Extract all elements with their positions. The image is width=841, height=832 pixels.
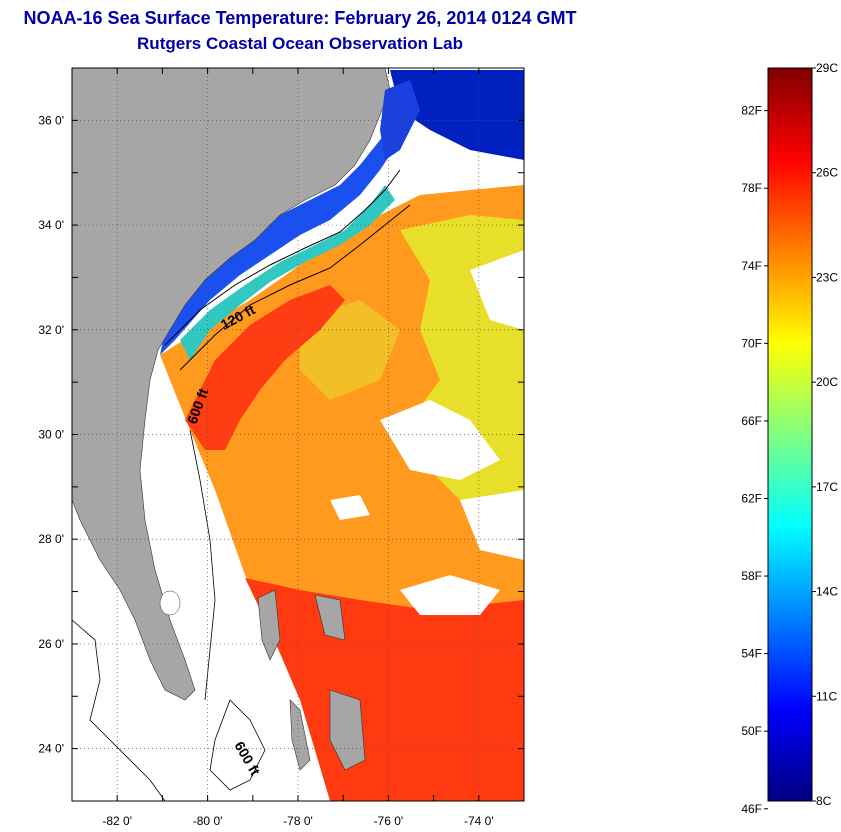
colorbar-f-label: 74F: [741, 259, 762, 273]
plot-area: [72, 68, 524, 801]
pamlico-sound: [380, 80, 420, 160]
colorbar-f-label: 78F: [741, 181, 762, 195]
axis-ticks: 36 0' 34 0' 32 0' 30 0' 28 0' 26 0' 24 0' -82 0…: [38, 67, 525, 828]
land-us: [72, 68, 391, 701]
grid: [72, 68, 524, 801]
map-title: NOAA-16 Sea Surface Temperature: Februar…: [23, 8, 577, 28]
colorbar-f-label: 70F: [741, 336, 762, 350]
colorbar-c-label: 23C: [816, 270, 838, 284]
cool-shelf-water: [180, 185, 395, 360]
lon-tick-label: -78 0': [283, 814, 313, 828]
cloud-patch: [460, 490, 524, 560]
lat-tick-label: 24 0': [38, 742, 64, 756]
cloud-patch: [400, 575, 500, 615]
colorbar-c-label: 17C: [816, 480, 838, 494]
lat-tick-label: 28 0': [38, 532, 64, 546]
colorbar-f-label: 50F: [741, 724, 762, 738]
colorbar-f-label: 62F: [741, 491, 762, 505]
colorbar-f-label: 66F: [741, 414, 762, 428]
land-bahamas: [257, 589, 281, 661]
colorbar-c-label: 11C: [816, 689, 837, 703]
contour-bahamas: [209, 699, 266, 791]
gulf-stream-south: [245, 578, 524, 801]
colorbar-f-label: 82F: [741, 104, 762, 118]
gulf-stream: [185, 285, 345, 450]
contour-120ft: [164, 169, 401, 346]
lon-tick-label: -74 0': [464, 814, 494, 828]
lon-tick-label: -80 0': [193, 814, 223, 828]
lat-tick-label: 32 0': [38, 323, 64, 337]
colorbar-f-label: 46F: [741, 802, 762, 816]
lat-tick-label: 30 0': [38, 428, 64, 442]
contour-florida-gulf: [72, 619, 166, 801]
colorbar-c-label: 29C: [816, 61, 838, 75]
colorbar-c-label: 26C: [816, 166, 838, 180]
cloud-patch: [470, 250, 524, 330]
land-bahamas-2: [314, 594, 346, 641]
lat-tick-label: 34 0': [38, 218, 64, 232]
colorbar-c-label: 8C: [816, 794, 832, 808]
lat-tick-label: 26 0': [38, 637, 64, 651]
lon-tick-label: -76 0': [374, 814, 404, 828]
colorbar: [767, 67, 813, 802]
lat-tick-label: 36 0': [38, 113, 64, 127]
cloud-patch: [330, 495, 370, 520]
colorbar-c-label: 14C: [816, 585, 838, 599]
colorbar-f-label: 54F: [741, 647, 762, 661]
cloud-patch: [380, 400, 500, 480]
colorbar-c-label: 20C: [816, 375, 838, 389]
sst-mild-region-2: [300, 300, 400, 400]
map-subtitle: Rutgers Coastal Ocean Observation Lab: [137, 34, 463, 53]
cold-shelf-water: [160, 120, 400, 355]
lon-tick-label: -82 0': [102, 814, 132, 828]
colorbar-f-label: 58F: [741, 569, 762, 583]
land-bahamas-3: [329, 689, 366, 771]
contour-florida: [189, 429, 216, 701]
cold-north: [390, 70, 524, 160]
colorbar-ticks: 29C 26C 23C 20C 17C 14C 11C 8C 82F 78F 74F 70F 66F 62…: [741, 61, 838, 816]
lake-okeechobee: [159, 590, 181, 616]
